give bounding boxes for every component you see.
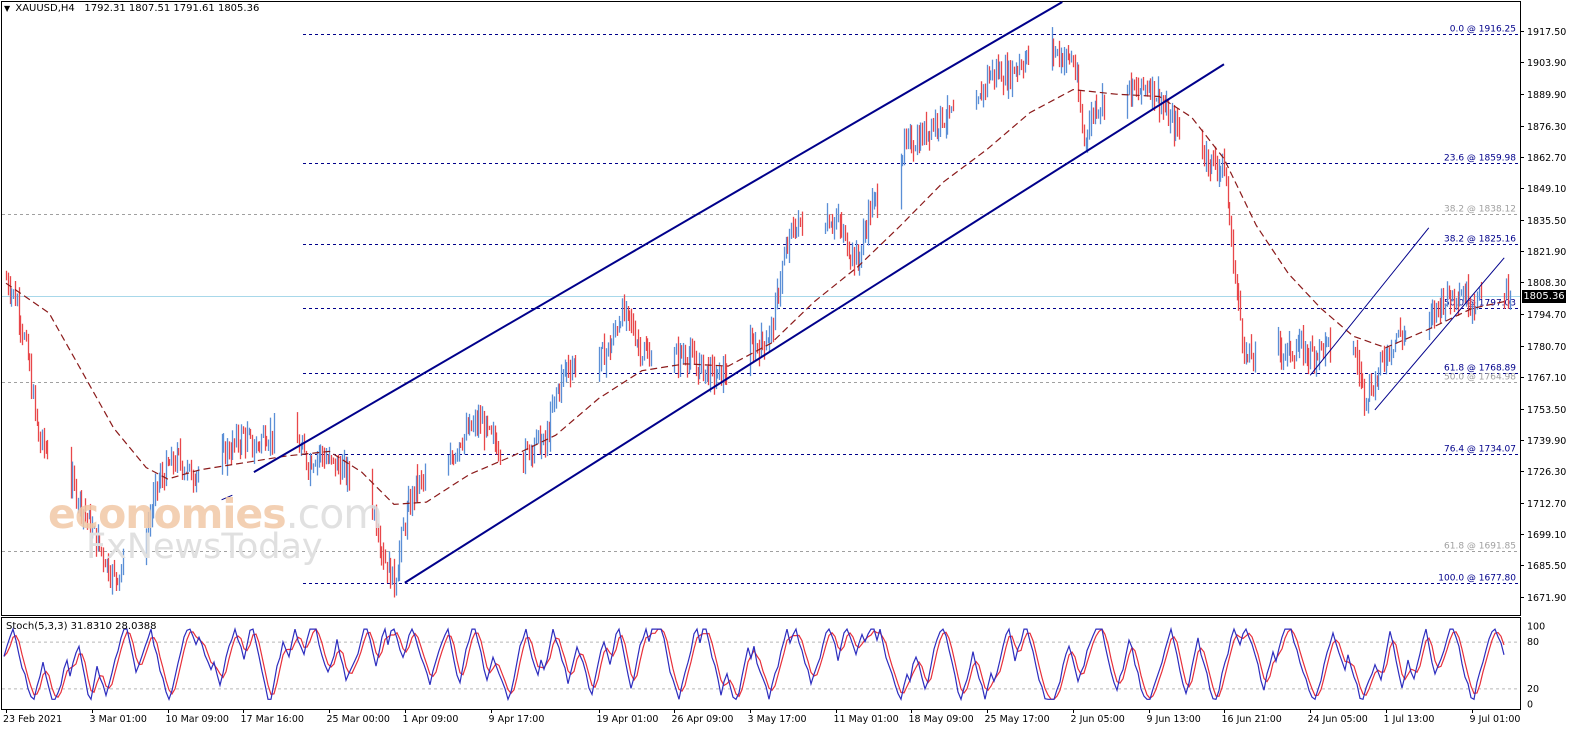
time-tick-label: 9 Apr 17:00	[489, 714, 545, 725]
watermark-logo: economies.com	[48, 490, 383, 538]
stoch-main-line	[3, 626, 1505, 702]
stoch-axis-label: 0	[1527, 700, 1533, 711]
time-tick-label: 16 Jun 21:00	[1222, 714, 1282, 725]
price-tick-label: 1903.90	[1527, 58, 1566, 69]
trend-channels	[221, 1, 1505, 584]
time-tick-label: 2 Jun 05:00	[1071, 714, 1125, 725]
channel-upper	[253, 1, 1063, 473]
channel-flag-upper	[1309, 227, 1430, 376]
moving-average-line	[5, 88, 1505, 506]
price-tick-label: 1835.50	[1527, 216, 1566, 227]
price-tick-label: 1671.90	[1527, 593, 1566, 604]
ohlc-values: 1792.31 1807.51 1791.61 1805.36	[84, 3, 260, 14]
price-tick-label: 1767.10	[1527, 373, 1566, 384]
fib-level-label: 100.0 @ 1677.80	[1438, 574, 1516, 584]
time-tick-label: 18 May 09:00	[909, 714, 974, 725]
channel-flag-lower	[1374, 257, 1505, 411]
symbol-label: XAUUSD,H4	[15, 3, 75, 14]
candlesticks	[5, 27, 1512, 598]
time-tick-label: 23 Feb 2021	[3, 714, 62, 725]
price-tick-label: 1794.70	[1527, 310, 1566, 321]
time-tick-label: 26 Apr 09:00	[672, 714, 734, 725]
stochastic-label: Stoch(5,3,3) 31.8310 28.0388	[6, 621, 157, 632]
watermark-subtitle: FxNewsToday	[86, 527, 323, 567]
time-tick-label: 1 Jul 13:00	[1384, 714, 1435, 725]
price-tick-label: 1739.90	[1527, 436, 1566, 447]
price-tick-label: 1821.90	[1527, 247, 1566, 258]
time-tick-label: 25 Mar 00:00	[327, 714, 390, 725]
price-tick-label: 1699.10	[1527, 530, 1566, 541]
price-tick-label: 1917.50	[1527, 27, 1566, 38]
stoch-axis-label: 80	[1527, 637, 1539, 648]
stoch-axis-label: 100	[1527, 622, 1545, 633]
fib-level-label: 23.6 @ 1859.98	[1444, 154, 1516, 164]
price-tick-label: 1712.70	[1527, 499, 1566, 510]
price-tick-label: 1849.10	[1527, 184, 1566, 195]
fib-level-label: 50.0 @ 1797.03	[1444, 299, 1516, 309]
fib-level-label: 76.4 @ 1734.07	[1444, 445, 1516, 455]
stoch-axis-label: 20	[1527, 684, 1539, 695]
time-tick-label: 24 Jun 05:00	[1308, 714, 1368, 725]
time-tick-label: 25 May 17:00	[985, 714, 1050, 725]
price-tick-label: 1876.30	[1527, 122, 1566, 133]
price-tick-label: 1685.50	[1527, 561, 1566, 572]
fib-secondary-label: 61.8 @ 1691.85	[1444, 542, 1516, 552]
collapse-triangle-icon[interactable]: ▼	[4, 4, 11, 13]
price-tick-label: 1780.70	[1527, 342, 1566, 353]
channel-mini	[221, 494, 233, 501]
price-tick-label: 1726.30	[1527, 467, 1566, 478]
time-tick-label: 19 Apr 01:00	[597, 714, 659, 725]
price-tick-label: 1808.30	[1527, 278, 1566, 289]
time-tick-label: 9 Jul 01:00	[1470, 714, 1521, 725]
fib-secondary-label: 50.0 @ 1764.98	[1444, 373, 1516, 383]
chart-header: ▼ XAUUSD,H4 1792.31 1807.51 1791.61 1805…	[4, 3, 259, 14]
stochastic-axis: 100 80 20 0	[1527, 622, 1545, 711]
time-tick-label: 9 Jun 13:00	[1147, 714, 1201, 725]
time-tick-label: 3 May 17:00	[748, 714, 807, 725]
price-tick-label: 1753.50	[1527, 405, 1566, 416]
fib-level-label: 38.2 @ 1825.16	[1444, 235, 1516, 245]
fibonacci-levels: 0.0 @ 1916.25 23.6 @ 1859.98 38.2 @ 1825.1…	[2, 25, 1520, 584]
time-tick-label: 11 May 01:00	[834, 714, 899, 725]
time-tick-label: 3 Mar 01:00	[90, 714, 147, 725]
time-tick-label: 10 Mar 09:00	[166, 714, 229, 725]
fib-secondary-label: 38.2 @ 1838.12	[1444, 205, 1516, 215]
time-tick-label: 1 Apr 09:00	[403, 714, 459, 725]
time-axis: 23 Feb 2021 3 Mar 01:00 10 Mar 09:00 17 Mar…	[3, 709, 1520, 725]
fib-level-label: 0.0 @ 1916.25	[1450, 25, 1516, 35]
time-tick-label: 17 Mar 16:00	[241, 714, 304, 725]
price-axis: 1917.50 1903.90 1889.90 1876.30 1862.70 1849.…	[1520, 27, 1566, 604]
channel-lower	[404, 63, 1225, 584]
price-tick-label: 1862.70	[1527, 153, 1566, 164]
stochastic-oscillator	[2, 626, 1520, 702]
current-price-tag: 1805.36	[1522, 290, 1566, 303]
fib-level-label: 61.8 @ 1768.89	[1444, 364, 1516, 374]
price-tick-label: 1889.90	[1527, 90, 1566, 101]
